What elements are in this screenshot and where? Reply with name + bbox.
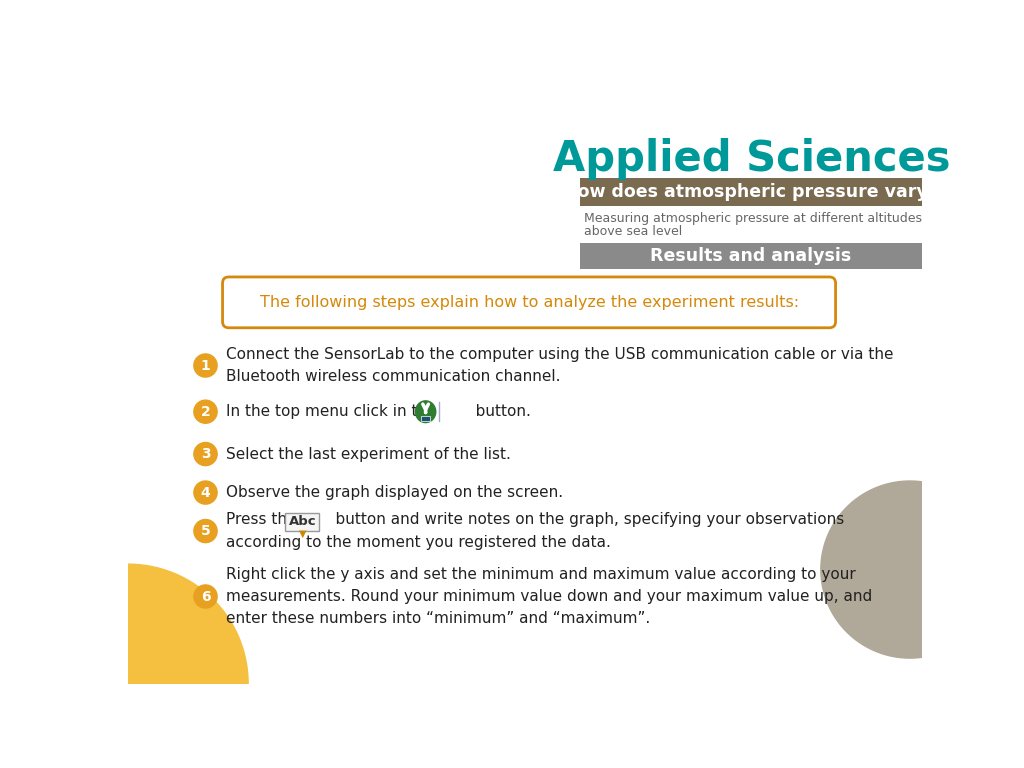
Text: In the top menu click in the        button.: In the top menu click in the button.: [226, 404, 531, 419]
Text: Abc: Abc: [289, 515, 316, 528]
Text: above sea level: above sea level: [584, 224, 682, 237]
Circle shape: [194, 442, 217, 465]
Text: 4: 4: [201, 485, 210, 499]
Text: Applied Sciences: Applied Sciences: [553, 138, 950, 180]
Text: 2: 2: [201, 405, 210, 419]
Circle shape: [194, 400, 217, 423]
Text: Right click the y axis and set the minimum and maximum value according to your
m: Right click the y axis and set the minim…: [226, 567, 872, 626]
Text: 3: 3: [201, 447, 210, 461]
Text: How does atmospheric pressure vary?: How does atmospheric pressure vary?: [563, 184, 938, 201]
Circle shape: [194, 519, 217, 543]
Circle shape: [194, 354, 217, 377]
Text: Measuring atmospheric pressure at different altitudes: Measuring atmospheric pressure at differ…: [584, 212, 922, 225]
FancyBboxPatch shape: [222, 277, 836, 328]
Text: 1: 1: [201, 359, 210, 372]
Text: Select the last experiment of the list.: Select the last experiment of the list.: [226, 446, 511, 462]
FancyBboxPatch shape: [421, 416, 430, 421]
FancyBboxPatch shape: [580, 178, 922, 206]
Circle shape: [194, 481, 217, 504]
Text: ▼: ▼: [299, 529, 306, 539]
FancyBboxPatch shape: [286, 512, 319, 531]
Text: Results and analysis: Results and analysis: [650, 247, 851, 265]
Polygon shape: [128, 564, 248, 684]
Polygon shape: [821, 481, 999, 658]
Text: Observe the graph displayed on the screen.: Observe the graph displayed on the scree…: [226, 485, 563, 500]
Text: Press the        button and write notes on the graph, specifying your observatio: Press the button and write notes on the …: [226, 512, 845, 550]
Text: The following steps explain how to analyze the experiment results:: The following steps explain how to analy…: [260, 295, 799, 310]
FancyBboxPatch shape: [580, 243, 922, 270]
Circle shape: [194, 585, 217, 608]
Text: 5: 5: [201, 524, 210, 538]
Text: Connect the SensorLab to the computer using the USB communication cable or via t: Connect the SensorLab to the computer us…: [226, 347, 894, 384]
Text: 6: 6: [201, 590, 210, 604]
Ellipse shape: [415, 400, 436, 423]
